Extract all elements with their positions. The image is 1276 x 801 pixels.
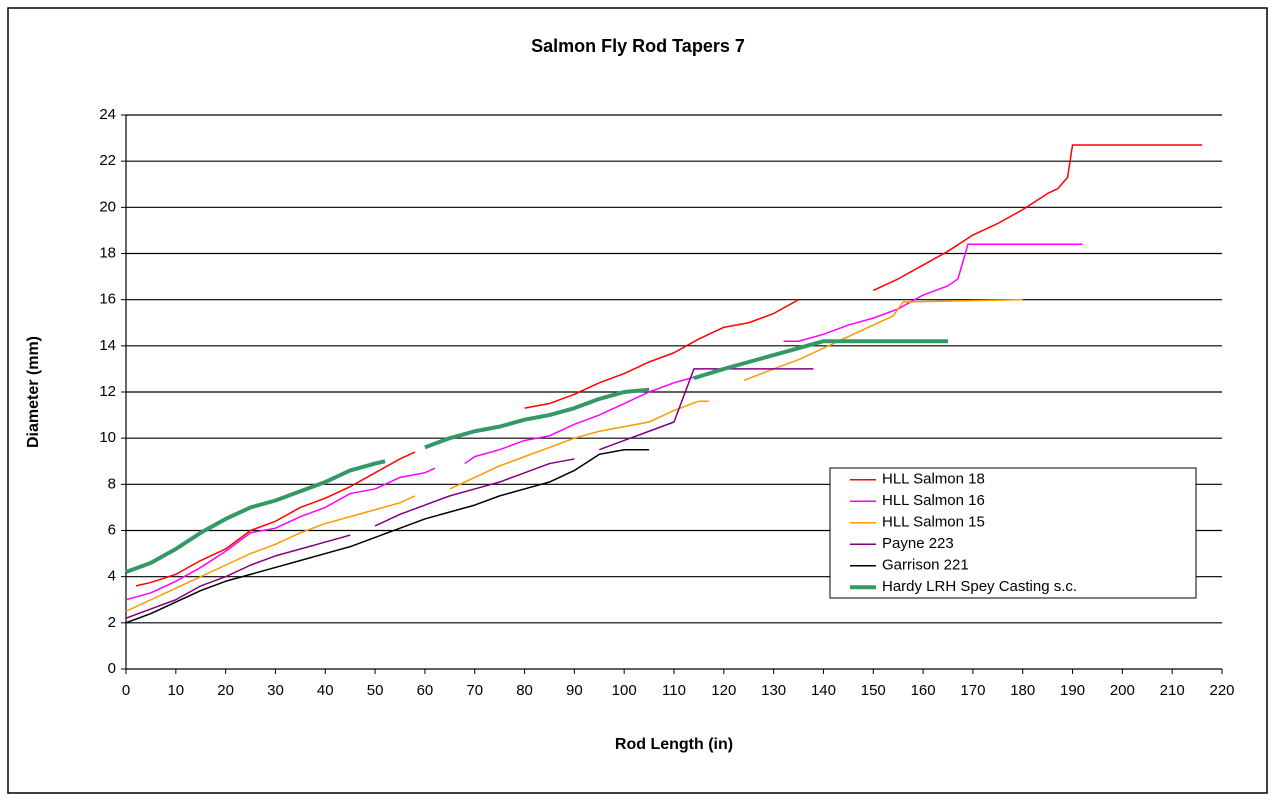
x-tick-label: 0 (122, 682, 130, 699)
y-tick-label: 2 (108, 614, 116, 631)
x-tick-label: 80 (516, 682, 533, 699)
series-line (135, 144, 1203, 587)
x-tick-label: 190 (1060, 682, 1085, 699)
y-tick-label: 6 (108, 521, 116, 538)
x-tick-label: 10 (167, 682, 184, 699)
series-line (125, 368, 814, 619)
x-tick-label: 60 (417, 682, 434, 699)
x-tick-label: 90 (566, 682, 583, 699)
x-tick-label: 200 (1110, 682, 1135, 699)
x-tick-label: 180 (1010, 682, 1035, 699)
y-tick-label: 24 (99, 106, 116, 123)
series-line (125, 339, 948, 574)
x-tick-label: 220 (1209, 682, 1234, 699)
legend-label: Garrison 221 (882, 557, 969, 574)
x-tick-label: 120 (711, 682, 736, 699)
x-tick-label: 150 (861, 682, 886, 699)
x-tick-label: 40 (317, 682, 334, 699)
x-tick-label: 130 (761, 682, 786, 699)
y-tick-label: 18 (99, 244, 116, 261)
y-tick-label: 4 (108, 568, 116, 585)
y-tick-label: 8 (108, 475, 116, 492)
legend-label: HLL Salmon 16 (882, 492, 985, 509)
legend-label: Payne 223 (882, 535, 954, 552)
chart-title: Salmon Fly Rod Tapers 7 (531, 36, 745, 56)
y-tick-label: 20 (99, 198, 116, 215)
legend-label: HLL Salmon 15 (882, 514, 985, 531)
x-tick-label: 160 (911, 682, 936, 699)
legend-box (829, 467, 1197, 599)
y-tick-label: 12 (99, 383, 116, 400)
x-tick-label: 170 (960, 682, 985, 699)
x-tick-label: 20 (217, 682, 234, 699)
x-tick-label: 100 (612, 682, 637, 699)
x-axis-label: Rod Length (in) (615, 736, 733, 753)
x-tick-label: 70 (466, 682, 483, 699)
legend-label: Hardy LRH Spey Casting s.c. (882, 578, 1077, 595)
legend-label: HLL Salmon 18 (882, 471, 985, 488)
x-tick-label: 50 (367, 682, 384, 699)
y-tick-label: 10 (99, 429, 116, 446)
x-tick-label: 110 (662, 682, 686, 699)
y-tick-label: 16 (99, 291, 116, 308)
series-line (125, 448, 650, 624)
x-tick-label: 30 (267, 682, 284, 699)
y-axis-label: Diameter (mm) (25, 336, 42, 448)
y-tick-label: 22 (99, 152, 116, 169)
chart-border (7, 7, 1268, 794)
y-tick-label: 14 (99, 337, 116, 354)
x-tick-label: 210 (1160, 682, 1185, 699)
x-tick-label: 140 (811, 682, 836, 699)
y-tick-label: 0 (108, 660, 116, 677)
